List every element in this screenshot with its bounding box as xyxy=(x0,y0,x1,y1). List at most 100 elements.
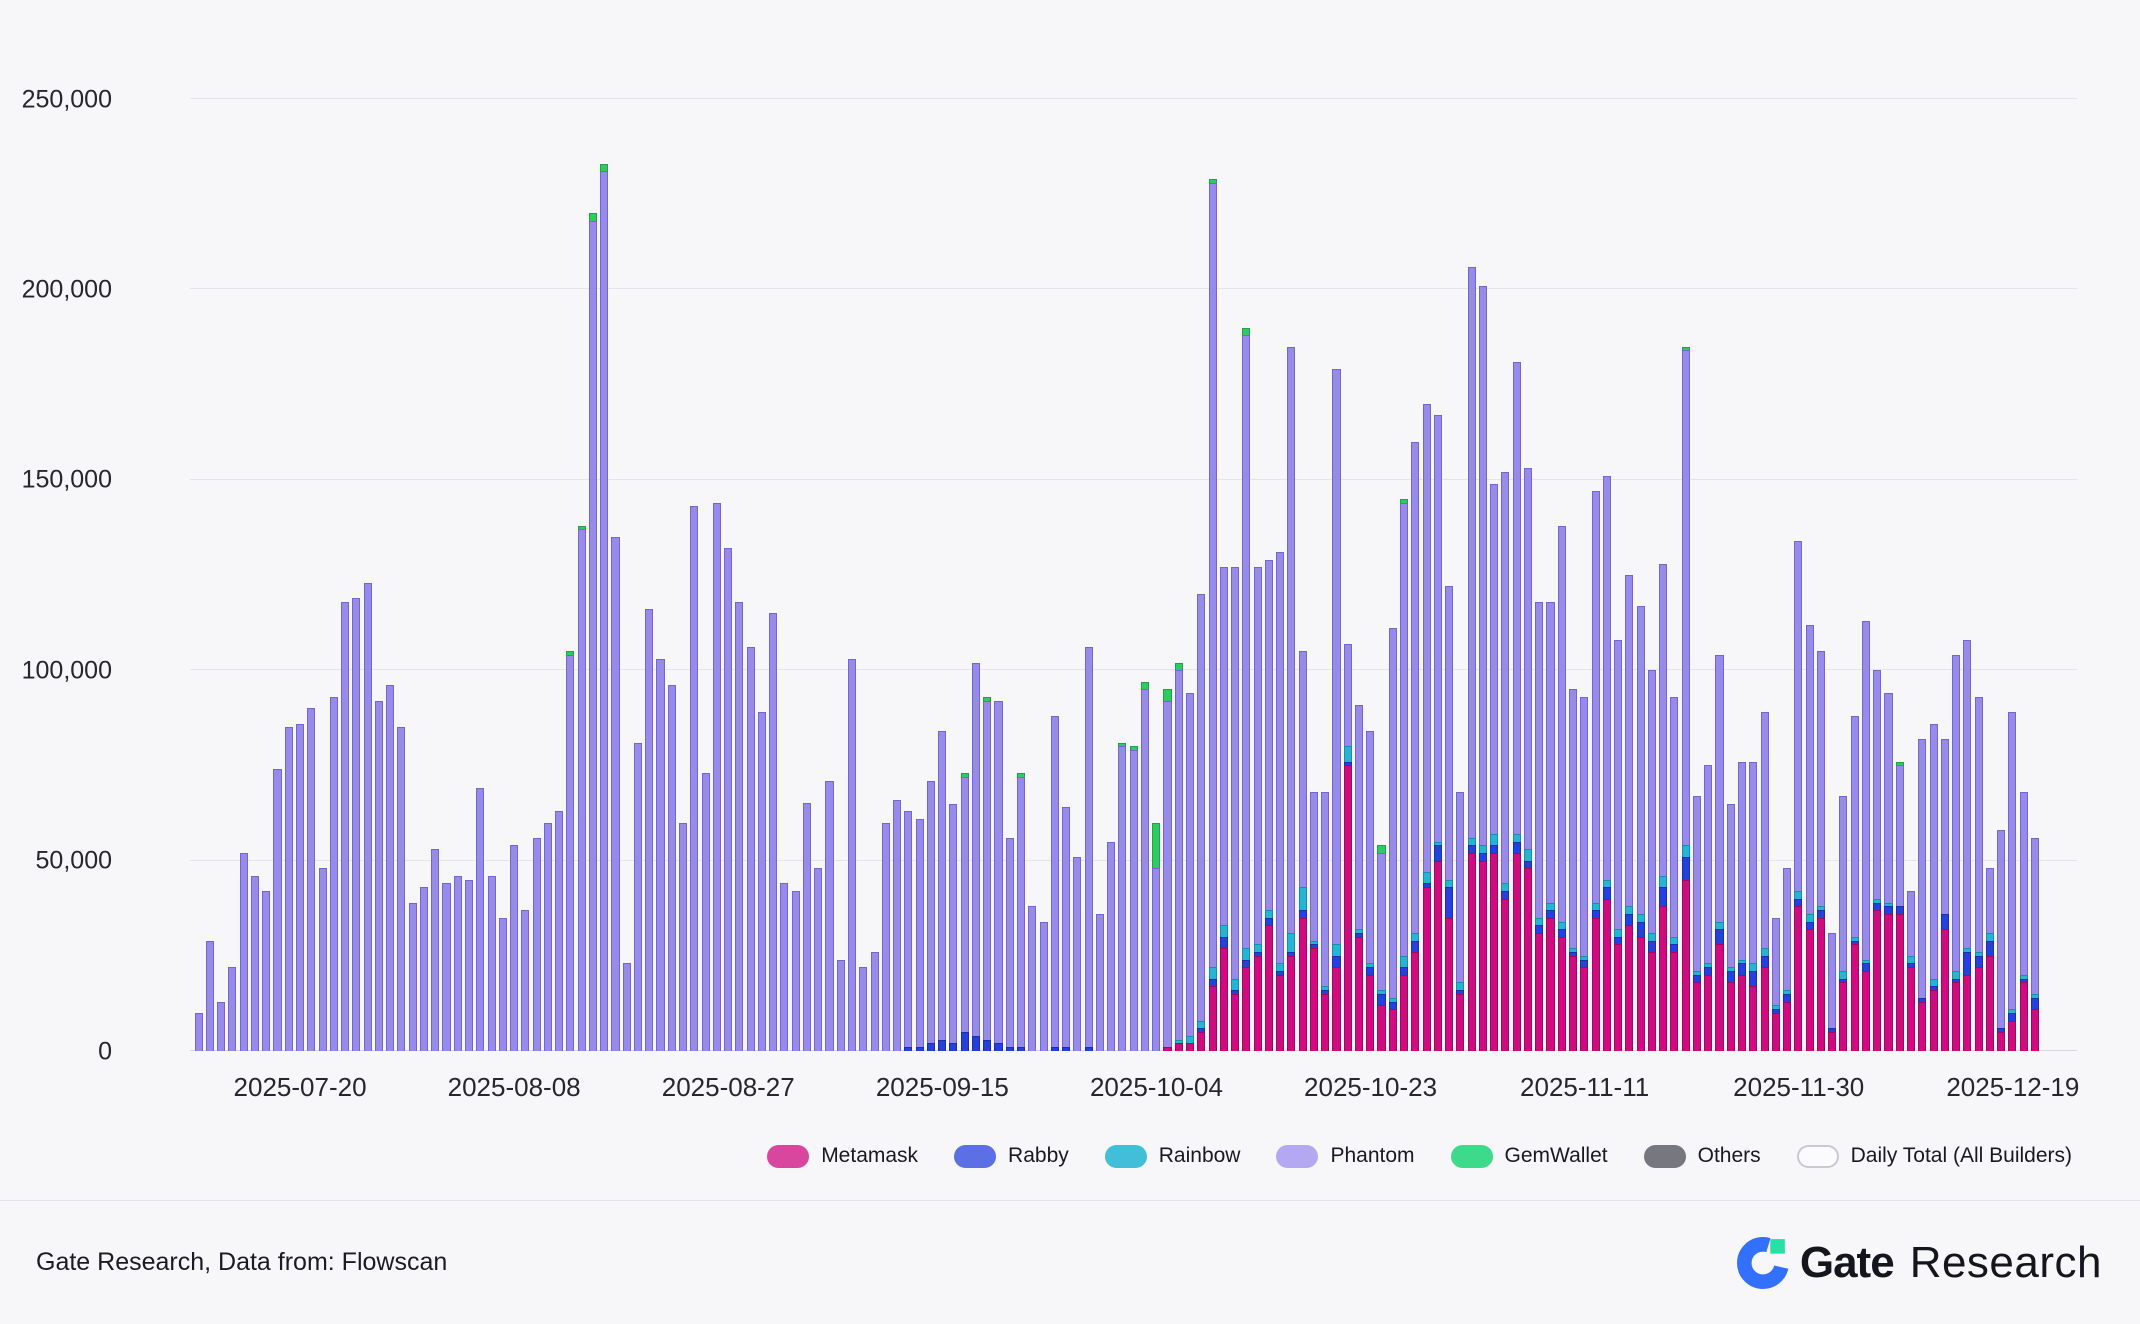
legend-item-daily-total-all-builders-[interactable]: Daily Total (All Builders) xyxy=(1796,1144,2072,1168)
bar[interactable] xyxy=(318,99,327,1051)
bar[interactable] xyxy=(1614,99,1623,1051)
bar[interactable] xyxy=(1264,99,1273,1051)
bar[interactable] xyxy=(1963,99,1972,1051)
bar[interactable] xyxy=(295,99,305,1051)
bar[interactable] xyxy=(1839,99,1848,1051)
bar[interactable] xyxy=(1861,99,1870,1051)
bar[interactable] xyxy=(1546,99,1555,1051)
bar[interactable] xyxy=(746,99,755,1051)
bar[interactable] xyxy=(1625,99,1634,1051)
bar[interactable] xyxy=(1523,99,1533,1051)
bar[interactable] xyxy=(836,99,845,1051)
bar[interactable] xyxy=(1490,99,1499,1051)
bar[interactable] xyxy=(1929,99,1938,1051)
bar[interactable] xyxy=(1287,99,1296,1051)
bar[interactable] xyxy=(881,99,890,1051)
bar[interactable] xyxy=(374,99,383,1051)
bar[interactable] xyxy=(1422,99,1431,1051)
bar[interactable] xyxy=(1174,99,1183,1051)
bar[interactable] xyxy=(1016,99,1026,1051)
bar[interactable] xyxy=(1467,99,1476,1051)
bar[interactable] xyxy=(1039,99,1048,1051)
bar[interactable] xyxy=(487,99,496,1051)
bar[interactable] xyxy=(543,99,552,1051)
bar[interactable] xyxy=(566,99,575,1051)
bar[interactable] xyxy=(1242,99,1251,1051)
bar[interactable] xyxy=(363,99,372,1051)
bar[interactable] xyxy=(1298,99,1307,1051)
bar[interactable] xyxy=(622,99,631,1051)
bar[interactable] xyxy=(194,99,203,1051)
bar[interactable] xyxy=(870,99,879,1051)
bar[interactable] xyxy=(1884,99,1893,1051)
bar[interactable] xyxy=(352,99,361,1051)
bar[interactable] xyxy=(588,99,597,1051)
bar[interactable] xyxy=(1118,99,1127,1051)
bar[interactable] xyxy=(1715,99,1724,1051)
bar[interactable] xyxy=(1726,99,1735,1051)
bar[interactable] xyxy=(690,99,699,1051)
bar[interactable] xyxy=(1737,99,1747,1051)
bar[interactable] xyxy=(1163,99,1172,1051)
bar[interactable] xyxy=(1895,99,1904,1051)
bar[interactable] xyxy=(679,99,688,1051)
bar[interactable] xyxy=(1828,99,1837,1051)
bar[interactable] xyxy=(1095,99,1104,1051)
bar[interactable] xyxy=(701,99,710,1051)
bar[interactable] xyxy=(1873,99,1882,1051)
bar[interactable] xyxy=(431,99,440,1051)
bar[interactable] xyxy=(1107,99,1116,1051)
bar[interactable] xyxy=(960,99,969,1051)
bar[interactable] xyxy=(1185,99,1195,1051)
bar[interactable] xyxy=(1084,99,1093,1051)
bar[interactable] xyxy=(983,99,992,1051)
bar[interactable] xyxy=(273,99,282,1051)
bar[interactable] xyxy=(994,99,1003,1051)
bar[interactable] xyxy=(802,99,812,1051)
bar[interactable] xyxy=(2019,99,2028,1051)
bar[interactable] xyxy=(1771,99,1780,1051)
bar[interactable] xyxy=(938,99,947,1051)
legend-item-rabby[interactable]: Rabby xyxy=(954,1144,1069,1168)
bar[interactable] xyxy=(1794,99,1803,1051)
bar[interactable] xyxy=(329,99,338,1051)
bar[interactable] xyxy=(1332,99,1341,1051)
bar[interactable] xyxy=(239,99,248,1051)
legend-item-phantom[interactable]: Phantom xyxy=(1276,1144,1415,1168)
bar[interactable] xyxy=(1276,99,1285,1051)
bar[interactable] xyxy=(555,99,564,1051)
bar[interactable] xyxy=(1749,99,1758,1051)
bar[interactable] xyxy=(893,99,902,1051)
bar[interactable] xyxy=(1535,99,1544,1051)
bar[interactable] xyxy=(1309,99,1318,1051)
bar[interactable] xyxy=(769,99,778,1051)
bar[interactable] xyxy=(521,99,530,1051)
bar[interactable] xyxy=(1805,99,1814,1051)
bar[interactable] xyxy=(1512,99,1521,1051)
bar[interactable] xyxy=(1557,99,1566,1051)
bar[interactable] xyxy=(1050,99,1059,1051)
bar[interactable] xyxy=(1411,99,1420,1051)
bar[interactable] xyxy=(757,99,766,1051)
bar[interactable] xyxy=(532,99,541,1051)
bar[interactable] xyxy=(1952,99,1961,1051)
bar[interactable] xyxy=(1354,99,1364,1051)
bar[interactable] xyxy=(904,99,913,1051)
bar[interactable] xyxy=(1760,99,1769,1051)
bar[interactable] xyxy=(1005,99,1014,1051)
bar[interactable] xyxy=(1219,99,1228,1051)
bar[interactable] xyxy=(814,99,823,1051)
bar[interactable] xyxy=(1152,99,1161,1051)
bar[interactable] xyxy=(1197,99,1206,1051)
bar[interactable] xyxy=(1906,99,1916,1051)
bar[interactable] xyxy=(262,99,271,1051)
bar[interactable] xyxy=(1816,99,1825,1051)
bar[interactable] xyxy=(735,99,744,1051)
bar[interactable] xyxy=(1636,99,1645,1051)
bar[interactable] xyxy=(1681,99,1690,1051)
legend-item-metamask[interactable]: Metamask xyxy=(767,1144,918,1168)
bar[interactable] xyxy=(1253,99,1262,1051)
bar[interactable] xyxy=(1997,99,2006,1051)
bar[interactable] xyxy=(1974,99,1983,1051)
bar[interactable] xyxy=(724,99,733,1051)
